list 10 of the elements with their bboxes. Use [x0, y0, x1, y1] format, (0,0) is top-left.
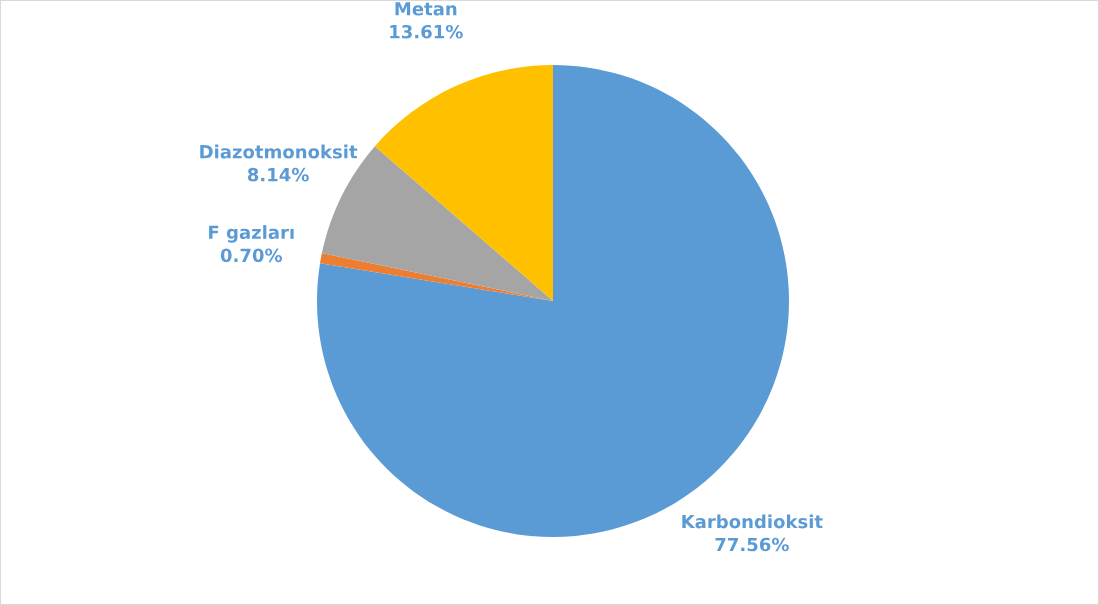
slice-label: F gazları — [209, 225, 294, 243]
data-label: 0.70% — [220, 248, 283, 263]
data-label: 77.56% — [715, 537, 789, 552]
pie-slice — [320, 253, 553, 301]
data-label: 13.61% — [390, 24, 463, 39]
slice-label: Diazotmonoksit — [200, 144, 358, 159]
slice-label: Metan — [395, 2, 457, 16]
pie-slice — [374, 65, 553, 301]
data-label: 8.14% — [247, 167, 309, 182]
slice-label: Karbondioksit — [682, 514, 823, 529]
